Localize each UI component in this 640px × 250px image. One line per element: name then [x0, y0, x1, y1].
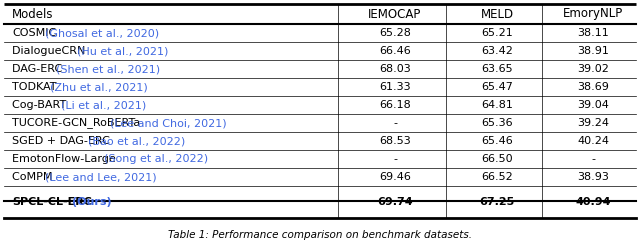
Text: 63.42: 63.42: [481, 46, 513, 56]
Text: (Shen et al., 2021): (Shen et al., 2021): [56, 64, 159, 74]
Text: 63.65: 63.65: [481, 64, 513, 74]
Text: 39.04: 39.04: [577, 100, 609, 110]
Text: 38.11: 38.11: [577, 28, 609, 38]
Text: (Ghosal et al., 2020): (Ghosal et al., 2020): [45, 28, 159, 38]
Text: 66.18: 66.18: [379, 100, 411, 110]
Text: 69.74: 69.74: [377, 197, 413, 207]
Text: Models: Models: [12, 8, 54, 20]
Text: 39.02: 39.02: [577, 64, 609, 74]
Text: 40.24: 40.24: [577, 136, 609, 146]
Text: 65.21: 65.21: [481, 28, 513, 38]
Text: 66.52: 66.52: [481, 172, 513, 182]
Text: 64.81: 64.81: [481, 100, 513, 110]
Text: 69.46: 69.46: [379, 172, 411, 182]
Text: (Song et al., 2022): (Song et al., 2022): [104, 154, 209, 164]
Text: EmoryNLP: EmoryNLP: [563, 8, 623, 20]
Text: TODKAT: TODKAT: [12, 82, 60, 92]
Text: 38.91: 38.91: [577, 46, 609, 56]
Text: 65.36: 65.36: [481, 118, 513, 128]
Text: IEMOCAP: IEMOCAP: [368, 8, 422, 20]
Text: -: -: [393, 154, 397, 164]
Text: (Hu et al., 2021): (Hu et al., 2021): [77, 46, 169, 56]
Text: (Ours): (Ours): [72, 197, 111, 207]
Text: 38.69: 38.69: [577, 82, 609, 92]
Text: MELD: MELD: [481, 8, 513, 20]
Text: 65.28: 65.28: [379, 28, 411, 38]
Text: (Zhu et al., 2021): (Zhu et al., 2021): [50, 82, 148, 92]
Text: -: -: [393, 118, 397, 128]
Text: 61.33: 61.33: [379, 82, 411, 92]
Text: 66.50: 66.50: [481, 154, 513, 164]
Text: SPCL-CL-ERC: SPCL-CL-ERC: [12, 197, 92, 207]
Text: 68.03: 68.03: [379, 64, 411, 74]
Text: COSMIC: COSMIC: [12, 28, 56, 38]
Text: 65.47: 65.47: [481, 82, 513, 92]
Text: Table 1: Performance comparison on benchmark datasets.: Table 1: Performance comparison on bench…: [168, 230, 472, 240]
Text: 67.25: 67.25: [479, 197, 515, 207]
Text: -: -: [591, 154, 595, 164]
Text: (Bao et al., 2022): (Bao et al., 2022): [88, 136, 186, 146]
Text: 40.94: 40.94: [575, 197, 611, 207]
Text: CoMPM: CoMPM: [12, 172, 56, 182]
Text: 38.93: 38.93: [577, 172, 609, 182]
Text: TUCORE-GCN_RoBERTa: TUCORE-GCN_RoBERTa: [12, 118, 140, 128]
Text: DAG-ERC: DAG-ERC: [12, 64, 66, 74]
Text: SGED + DAG-ERC: SGED + DAG-ERC: [12, 136, 110, 146]
Text: 66.46: 66.46: [379, 46, 411, 56]
Text: 39.24: 39.24: [577, 118, 609, 128]
Text: 68.53: 68.53: [379, 136, 411, 146]
Text: 65.46: 65.46: [481, 136, 513, 146]
Text: EmotonFlow-Large: EmotonFlow-Large: [12, 154, 119, 164]
Text: DialogueCRN: DialogueCRN: [12, 46, 89, 56]
Text: Cog-BART: Cog-BART: [12, 100, 70, 110]
Text: (Lee and Choi, 2021): (Lee and Choi, 2021): [110, 118, 227, 128]
Text: (Lee and Lee, 2021): (Lee and Lee, 2021): [45, 172, 156, 182]
Text: (Li et al., 2021): (Li et al., 2021): [61, 100, 146, 110]
